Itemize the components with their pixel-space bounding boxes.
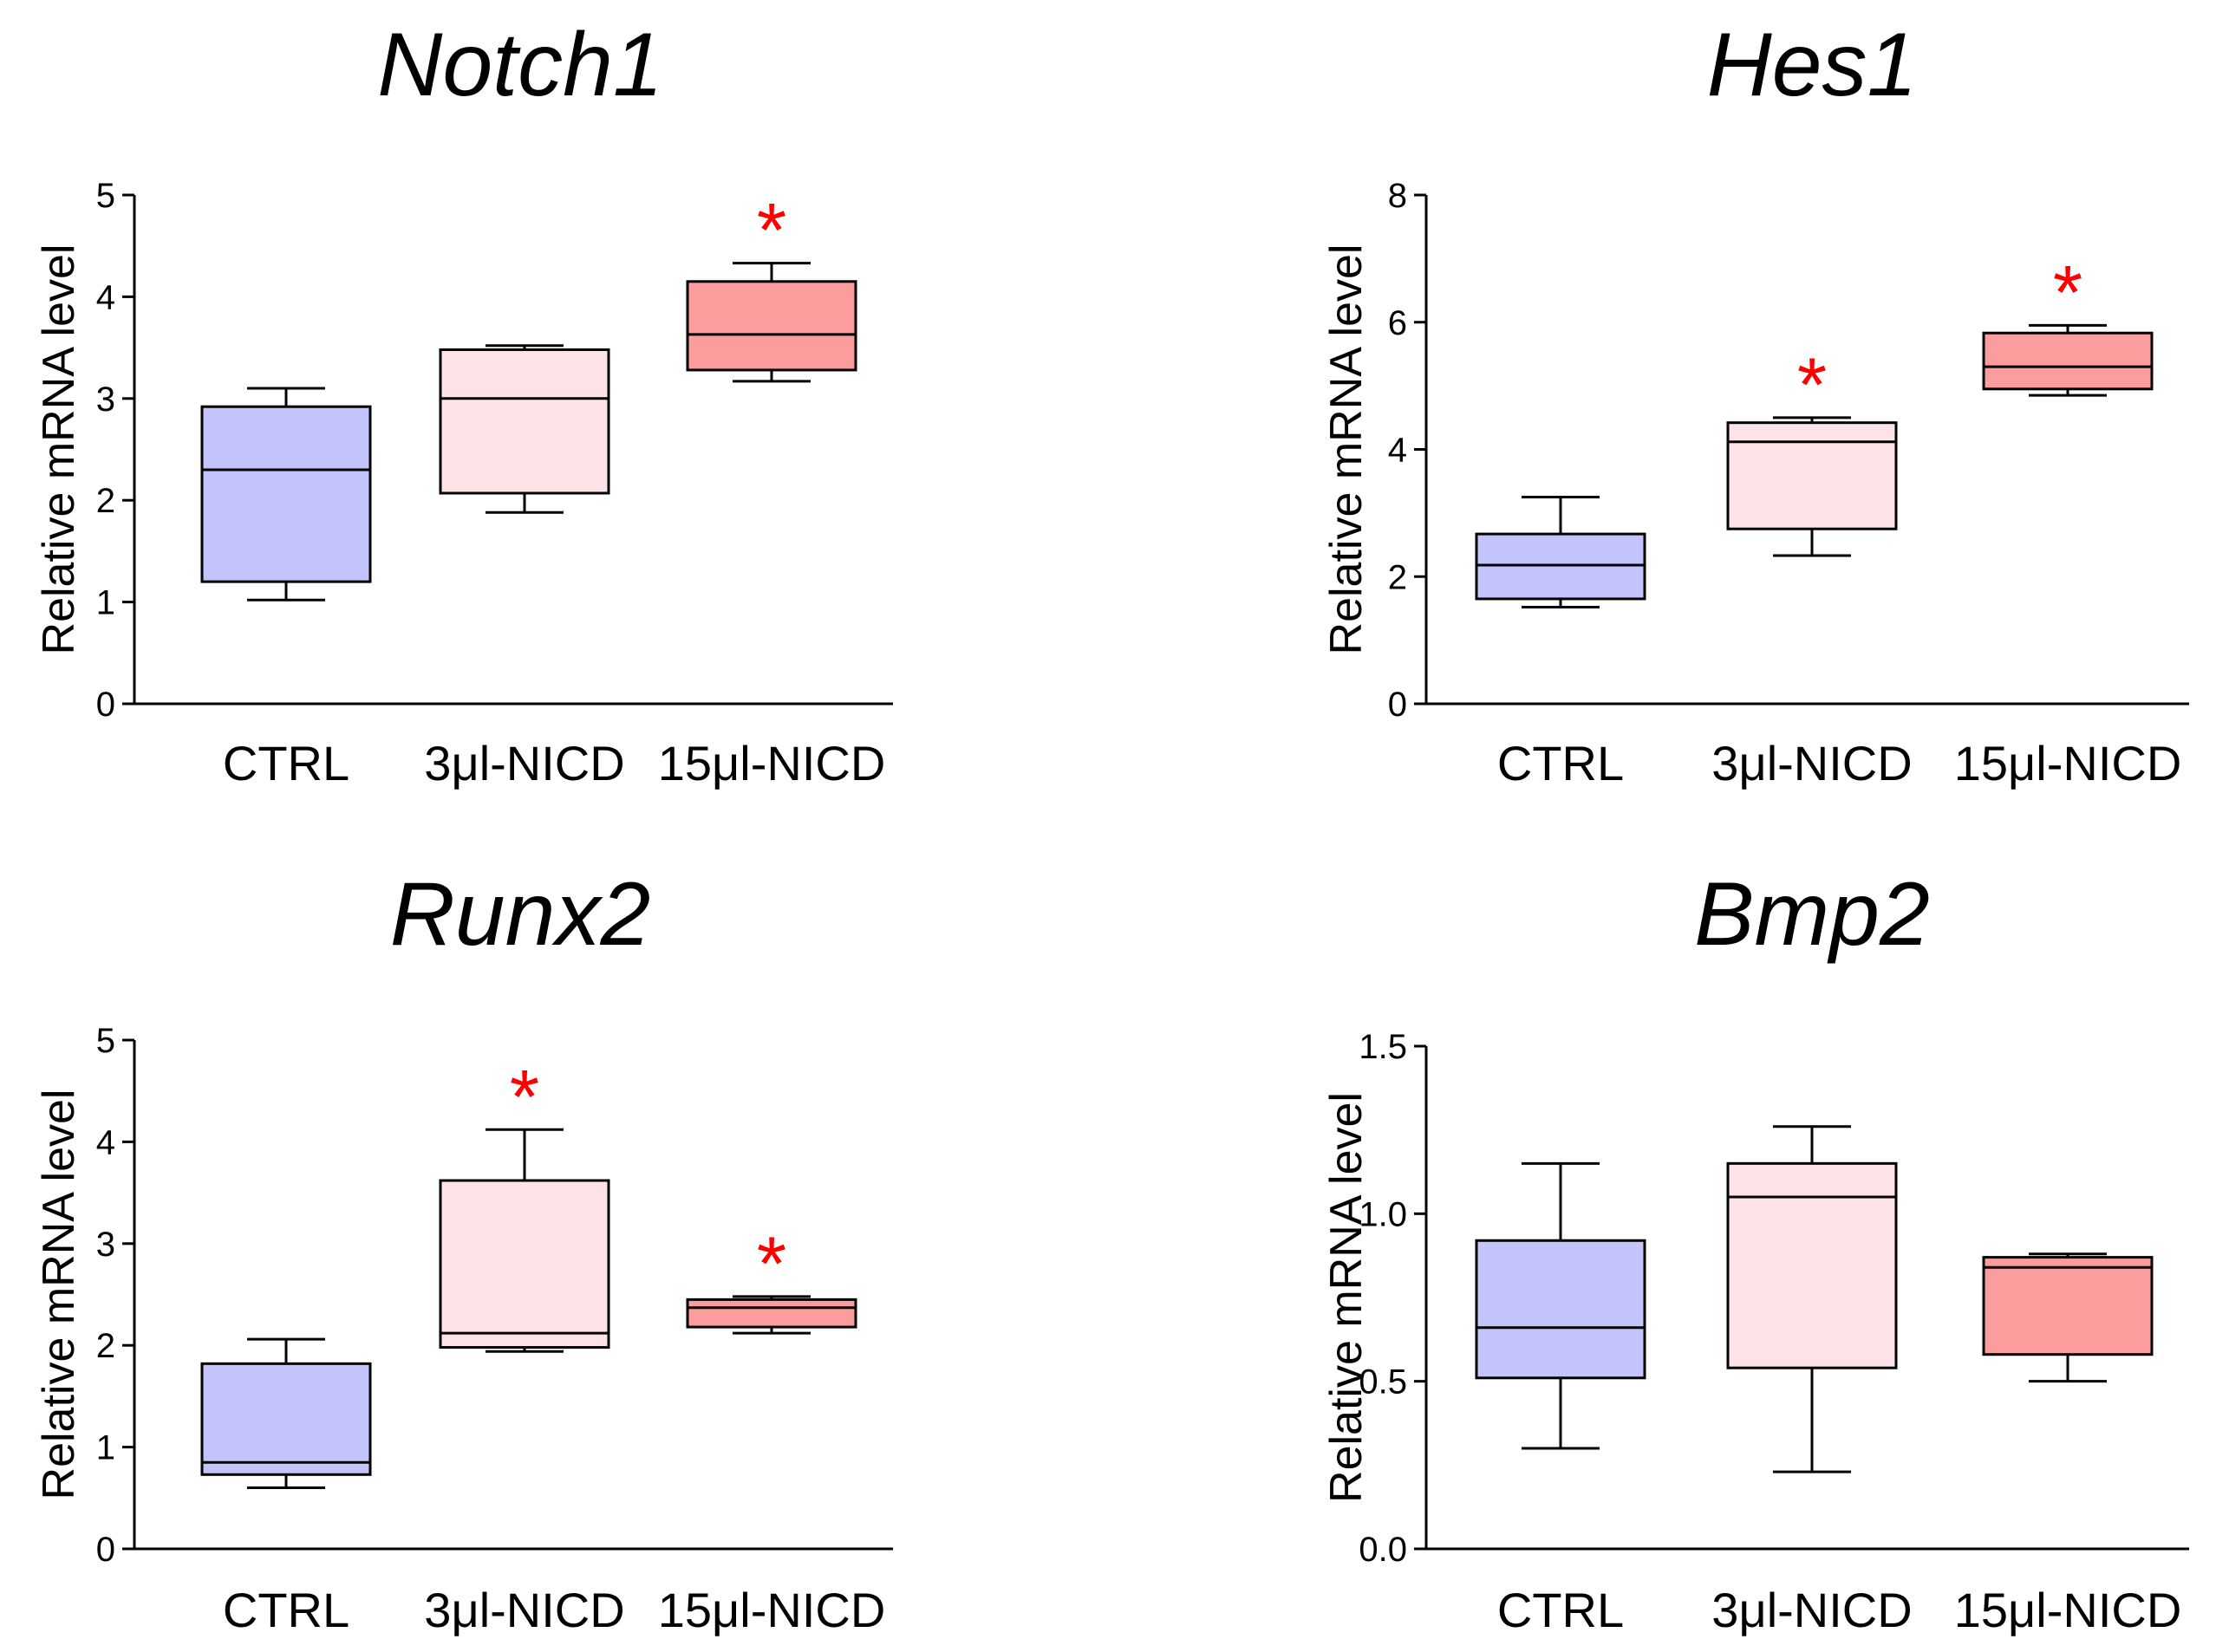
panel-1-y-tick-label: 3	[96, 380, 115, 419]
panel-1-significance-star: *	[757, 187, 786, 273]
panel-4-title: Bmp2	[1694, 864, 1930, 965]
panel-2-title: Hes1	[1707, 15, 1918, 115]
panel-3-category-label: 15μl-NICD	[658, 1583, 886, 1637]
panel-1-category-label: 15μl-NICD	[658, 736, 886, 790]
panel-4-category-label: 15μl-NICD	[1954, 1583, 2182, 1637]
panel-2-significance-star: *	[2053, 249, 2082, 335]
panel-1-y-tick-label: 1	[96, 584, 115, 622]
panel-1-y-axis-label: Relative mRNA level	[34, 244, 84, 655]
panel-1-y-tick-label: 0	[96, 686, 115, 724]
panel-2-y-tick-label: 8	[1388, 177, 1407, 215]
panel-1-box	[686, 280, 857, 372]
panel-4-y-tick-label: 0.0	[1359, 1531, 1407, 1569]
panel-3-y-tick-label: 3	[96, 1226, 115, 1264]
panel-2-category-label: CTRL	[1497, 736, 1624, 790]
panel-2-y-tick-label: 4	[1388, 432, 1407, 470]
panel-4-y-tick-label: 1.0	[1359, 1195, 1407, 1233]
panel-1-y-tick-label: 4	[96, 278, 115, 316]
panel-4-box	[1475, 1239, 1646, 1380]
panel-1-box	[200, 405, 372, 583]
panel-3-y-tick-label: 5	[96, 1022, 115, 1060]
panel-2-category-label: 15μl-NICD	[1954, 736, 2182, 790]
panel-1-y-tick-label: 2	[96, 482, 115, 520]
panel-1-category-label: 3μl-NICD	[424, 736, 624, 790]
panel-2-y-tick-label: 0	[1388, 686, 1407, 724]
panel-2-box	[1726, 421, 1898, 530]
panel-3-title: Runx2	[390, 864, 651, 965]
panel-3-y-tick-label: 4	[96, 1123, 115, 1161]
panel-2-y-axis-label: Relative mRNA level	[1321, 244, 1372, 655]
panel-3-y-tick-label: 2	[96, 1327, 115, 1365]
panel-3-y-tick-label: 1	[96, 1429, 115, 1467]
panel-2-y-tick-label: 6	[1388, 304, 1407, 342]
panel-4-box	[1982, 1256, 2154, 1356]
panel-4-y-axis-label: Relative mRNA level	[1321, 1092, 1372, 1503]
panel-4-category-label: CTRL	[1497, 1583, 1624, 1637]
panel-2-box	[1982, 331, 2154, 391]
panel-4-y-tick-label: 1.5	[1359, 1028, 1407, 1066]
panel-1-category-label: CTRL	[223, 736, 349, 790]
panel-4-y-tick-label: 0.5	[1359, 1363, 1407, 1402]
panel-3-significance-star: *	[757, 1220, 786, 1306]
panel-3-y-axis-label: Relative mRNA level	[34, 1089, 84, 1500]
panel-2-significance-star: *	[1797, 341, 1827, 427]
panel-3-box	[686, 1298, 857, 1329]
panel-3-category-label: CTRL	[223, 1583, 349, 1637]
panel-3-significance-star: *	[510, 1053, 539, 1139]
panel-1-box	[439, 348, 610, 495]
panel-3-y-tick-label: 0	[96, 1531, 115, 1569]
panel-2-y-tick-label: 2	[1388, 558, 1407, 596]
panel-3-box	[439, 1179, 610, 1350]
panel-1-y-tick-label: 5	[96, 177, 115, 215]
panel-2-category-label: 3μl-NICD	[1711, 736, 1912, 790]
panel-3-category-label: 3μl-NICD	[424, 1583, 624, 1637]
panel-4-box	[1726, 1161, 1898, 1369]
panel-3-box	[200, 1362, 372, 1476]
panel-4-category-label: 3μl-NICD	[1711, 1583, 1912, 1637]
panel-1-title: Notch1	[377, 15, 663, 115]
